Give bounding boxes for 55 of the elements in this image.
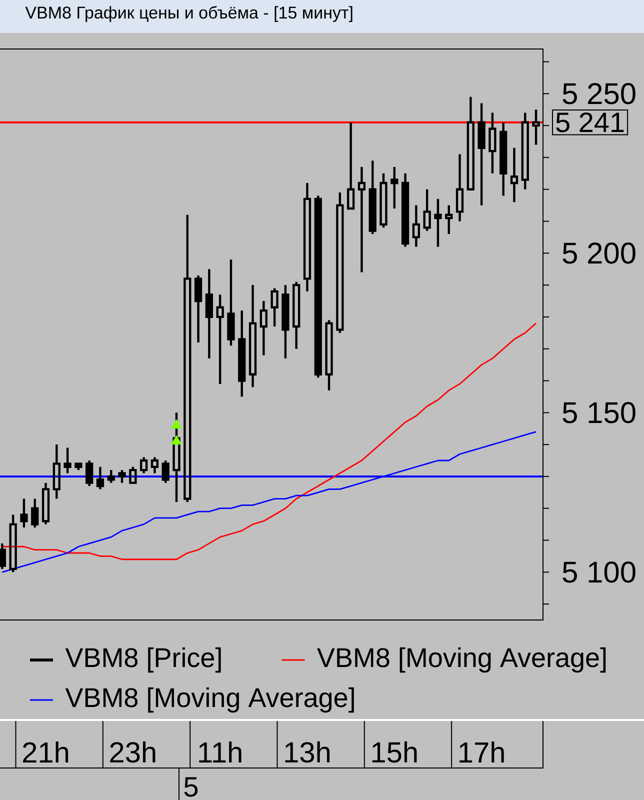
candlestick [412, 204, 420, 248]
candlestick [532, 108, 540, 146]
x-tick-label: 13h [285, 741, 330, 763]
candlestick [336, 191, 344, 334]
candlestick [346, 121, 355, 210]
candlestick [325, 319, 333, 392]
candlestick [478, 102, 486, 206]
x-tick-label: 11h [199, 741, 242, 762]
candlestick [456, 153, 464, 222]
x-tick-label: 17h [460, 741, 504, 762]
candlestick [270, 287, 278, 328]
candlestick [500, 121, 508, 197]
candlestick [64, 446, 72, 474]
candlestick [488, 112, 496, 175]
candlestick [434, 198, 442, 248]
candlestick [205, 268, 214, 360]
legend-label: VBM8 [Moving Average] [317, 647, 606, 673]
candlestick [238, 309, 246, 398]
y-tick-label: 5 200 [562, 242, 636, 264]
candlestick [42, 482, 50, 526]
candlestick [390, 166, 398, 210]
legend-label: VBM8 [Price] [65, 647, 221, 673]
candlestick [423, 188, 431, 232]
text: 5 [184, 777, 198, 797]
candlestick [248, 284, 257, 388]
candlestick [216, 294, 224, 386]
candlestick [172, 412, 180, 504]
candlestick [510, 146, 518, 204]
candlestick [303, 182, 312, 293]
candlestick [260, 300, 268, 356]
candlestick [9, 514, 17, 574]
candlestick [150, 456, 159, 474]
candlestick [184, 214, 192, 504]
y-tick-label: 5 150 [562, 402, 636, 424]
y-tick-label: 5 250 [562, 83, 636, 104]
candlestick [521, 112, 529, 190]
candlestick [140, 456, 148, 474]
candlestick [380, 172, 388, 229]
candlestick [401, 172, 410, 248]
x-tick-label: 21h [23, 741, 68, 762]
candlestick [282, 284, 290, 360]
y-tick-label: 5 100 [562, 562, 636, 583]
x-tick-label: 15h [372, 741, 417, 763]
candlestick [358, 166, 366, 274]
candlestick [129, 466, 137, 484]
ref-line-label: 5 241 [556, 112, 624, 132]
candlestick [20, 498, 28, 529]
candlestick [445, 204, 453, 236]
candlestick [52, 443, 60, 500]
candlestick [292, 280, 300, 350]
candlestick [96, 466, 104, 490]
legend-label: VBM8 [Moving Average] [65, 687, 354, 713]
chart-title: VBM8 График цены и объёма - [15 минут] [25, 6, 352, 22]
x-tick-label: 23h [110, 741, 156, 763]
candlestick [466, 96, 474, 190]
